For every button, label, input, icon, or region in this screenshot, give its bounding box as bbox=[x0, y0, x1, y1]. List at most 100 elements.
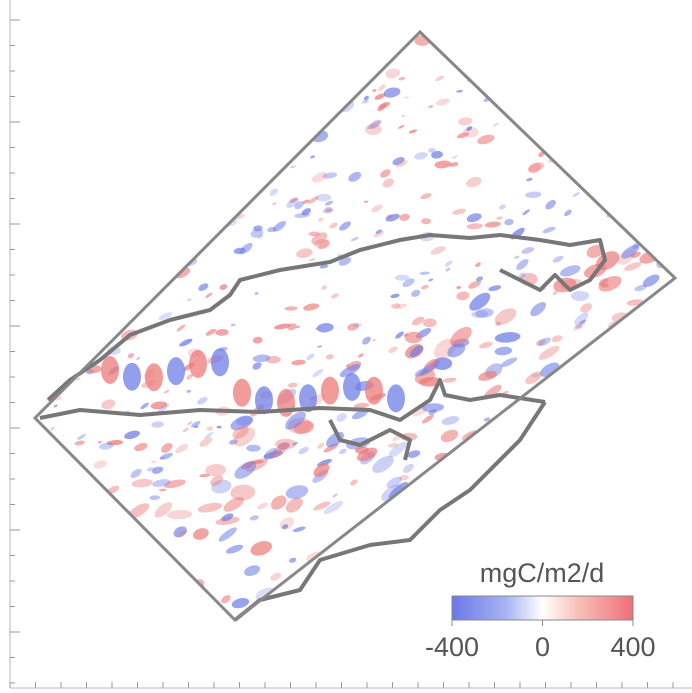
flux-blob bbox=[317, 345, 322, 348]
flux-blob bbox=[466, 213, 482, 223]
flux-blob bbox=[390, 293, 400, 299]
flux-blob bbox=[396, 511, 415, 524]
flux-blob bbox=[290, 32, 297, 35]
flux-blob bbox=[282, 524, 289, 529]
flux-blob bbox=[605, 436, 619, 445]
flux-blob bbox=[177, 530, 188, 537]
flux-blob bbox=[221, 595, 231, 604]
flux-blob bbox=[348, 171, 362, 182]
flux-blob bbox=[643, 485, 658, 493]
flux-blob bbox=[615, 117, 623, 122]
flux-blob bbox=[28, 608, 35, 613]
flux-blob bbox=[149, 598, 168, 609]
flux-blob bbox=[136, 86, 145, 91]
flux-blob bbox=[616, 572, 630, 578]
flux-blob bbox=[648, 86, 656, 92]
flux-blob bbox=[216, 425, 222, 429]
flux-blob bbox=[586, 32, 597, 36]
colorbar-label: mgC/m2/d bbox=[480, 558, 605, 588]
flux-blob bbox=[310, 155, 315, 159]
flux-blob bbox=[247, 109, 255, 115]
flux-blob bbox=[178, 245, 191, 252]
frame-ticks bbox=[9, 19, 674, 688]
flux-blob bbox=[588, 448, 611, 466]
flux-blob bbox=[274, 323, 291, 330]
flux-blob bbox=[151, 211, 159, 218]
flux-blob bbox=[106, 440, 124, 446]
flux-blob bbox=[313, 463, 330, 477]
flux-blob bbox=[571, 382, 594, 399]
flux-blob bbox=[351, 409, 369, 420]
flux-blob bbox=[456, 291, 470, 301]
flux-blob bbox=[143, 247, 155, 252]
flux-blob bbox=[364, 579, 383, 595]
flux-blob bbox=[408, 129, 418, 134]
flux-blob bbox=[139, 275, 146, 279]
flux-blob bbox=[152, 479, 171, 487]
flux-blob bbox=[91, 513, 103, 521]
flux-blob bbox=[84, 543, 109, 564]
flux-blob bbox=[605, 465, 611, 471]
flux-blob bbox=[43, 134, 49, 140]
flux-blob bbox=[469, 292, 491, 311]
flux-blob bbox=[269, 140, 287, 153]
flux-blob bbox=[648, 557, 664, 570]
flux-blob bbox=[371, 204, 383, 213]
flux-blob bbox=[655, 556, 675, 572]
flux-blob bbox=[641, 143, 648, 147]
flux-blob bbox=[634, 180, 650, 192]
flux-blob bbox=[673, 51, 675, 54]
flux-blob bbox=[627, 419, 651, 435]
flux-blob bbox=[158, 488, 167, 492]
flux-blob bbox=[667, 35, 675, 47]
flux-blob bbox=[664, 302, 675, 310]
flux-blob bbox=[437, 567, 449, 573]
flux-blob bbox=[419, 271, 430, 275]
flux-blob bbox=[324, 200, 334, 206]
flux-blob bbox=[258, 150, 263, 153]
flux-blob bbox=[444, 260, 453, 267]
flux-blob bbox=[666, 366, 675, 377]
domain-outline bbox=[32, 29, 678, 623]
flux-blob bbox=[446, 534, 459, 545]
flux-blob bbox=[103, 606, 111, 610]
flux-blob bbox=[517, 474, 526, 481]
flux-blob bbox=[127, 503, 150, 519]
flux-blob bbox=[289, 130, 297, 133]
flux-blob bbox=[649, 315, 656, 320]
flux-blob bbox=[368, 560, 389, 578]
flux-blob bbox=[562, 372, 574, 380]
flux-blob bbox=[494, 332, 521, 343]
flux-blob bbox=[662, 373, 675, 386]
flux-blob bbox=[625, 578, 636, 585]
flux-blob bbox=[313, 501, 331, 511]
flux-blob bbox=[559, 524, 566, 529]
flux-blob bbox=[652, 312, 661, 317]
flux-blob bbox=[102, 88, 110, 94]
flux-blob bbox=[270, 495, 287, 510]
flux-blob bbox=[159, 452, 173, 460]
flux-blob bbox=[153, 275, 162, 283]
flux-blob bbox=[353, 402, 370, 409]
flux-blob bbox=[206, 426, 214, 431]
flux-blob bbox=[184, 126, 193, 133]
flux-blob bbox=[588, 376, 606, 389]
flux-blob bbox=[245, 624, 256, 631]
flux-blob bbox=[35, 570, 54, 585]
flux-blob bbox=[192, 189, 200, 195]
flux-blob bbox=[363, 200, 369, 203]
flux-blob bbox=[64, 310, 71, 315]
flux-blob bbox=[660, 315, 670, 321]
flux-blob bbox=[187, 421, 192, 426]
flux-blob bbox=[593, 107, 604, 112]
flux-blob bbox=[179, 338, 193, 347]
flux-blob bbox=[210, 475, 224, 487]
flux-blob bbox=[50, 426, 55, 431]
flux-blob bbox=[471, 310, 489, 318]
flux-blob bbox=[35, 548, 42, 553]
flux-blob bbox=[197, 396, 208, 405]
flux-blob bbox=[666, 258, 675, 267]
flux-blob bbox=[96, 164, 113, 173]
flux-blob bbox=[110, 599, 122, 607]
flux-blob bbox=[46, 78, 52, 81]
